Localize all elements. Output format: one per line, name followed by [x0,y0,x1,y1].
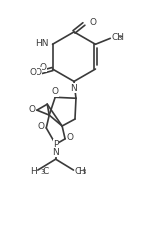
Text: O: O [38,122,45,132]
Text: H: H [30,166,37,175]
Text: O: O [29,68,36,78]
Text: N: N [52,148,59,157]
Text: P: P [53,140,58,149]
Text: H: H [78,166,85,175]
Text: N: N [71,84,77,93]
Text: HN: HN [35,39,49,48]
Text: 3: 3 [118,35,122,41]
Text: O: O [40,63,47,72]
Text: 3: 3 [40,169,45,175]
Text: CH: CH [111,33,124,42]
Text: O: O [67,134,74,142]
Text: O: O [52,87,59,96]
Text: C: C [42,166,49,175]
Text: O: O [89,18,97,28]
Text: 3: 3 [82,169,86,175]
Text: C: C [74,166,81,175]
Text: O: O [34,68,41,76]
Text: O: O [28,105,35,114]
